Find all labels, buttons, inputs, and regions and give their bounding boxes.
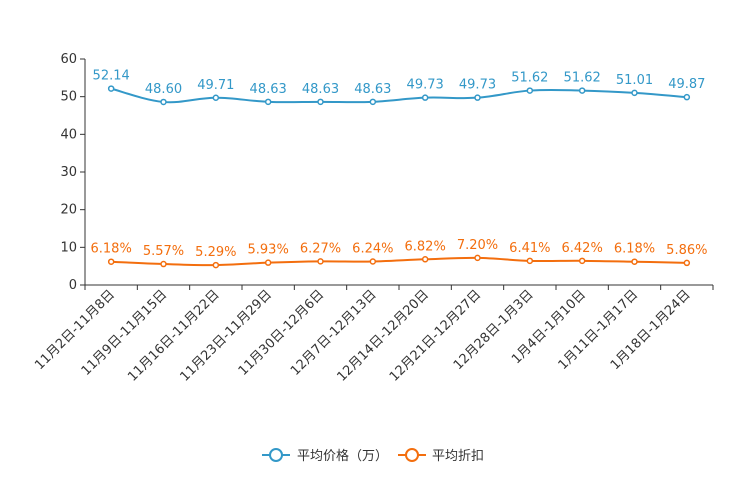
y-tick-label: 50 [60,90,77,105]
data-point[interactable] [421,256,429,263]
y-tick-label: 10 [60,240,77,255]
data-label: 5.29% [195,245,236,260]
x-tick-label: 11月16日-11月22日 [125,287,222,384]
data-label: 6.82% [405,239,446,254]
data-point[interactable] [631,89,638,97]
data-label: 49.87 [668,77,705,92]
data-point[interactable] [212,261,220,269]
data-label: 7.20% [457,238,498,253]
y-tick-label: 60 [60,52,77,67]
data-point[interactable] [474,94,481,101]
data-label: 48.63 [354,82,391,97]
data-point[interactable] [474,254,481,262]
data-label: 48.63 [250,82,287,97]
y-tick-label: 40 [60,127,77,142]
legend-price-marker [269,448,283,462]
data-point[interactable] [526,87,534,94]
data-label: 6.42% [562,241,603,256]
data-point[interactable] [317,258,324,265]
data-label: 52.14 [93,69,130,84]
x-tick-label: 11月23日-11月29日 [178,287,275,384]
series-line-price [110,87,687,104]
data-label: 6.27% [300,241,341,256]
data-label: 5.93% [248,243,289,258]
y-tick-label: 0 [69,278,77,293]
data-label: 49.73 [459,78,496,93]
data-point[interactable] [264,98,272,106]
data-label: 6.18% [91,242,132,257]
data-label: 51.62 [564,71,601,86]
data-label: 5.57% [143,244,184,259]
data-point[interactable] [264,259,272,266]
legend[interactable]: 平均价格（万） 平均折扣 [262,448,484,464]
data-label: 6.41% [509,241,550,256]
data-point[interactable] [160,260,167,268]
data-point[interactable] [160,98,167,106]
data-label: 51.62 [511,71,548,86]
data-point[interactable] [317,98,324,106]
series-layer: 52.14 48.60 49.71 48.63 48.63 48.63 49.73 49.73… [91,69,707,269]
legend-discount-label: 平均折扣 [432,449,484,464]
data-label: 48.60 [145,82,182,97]
legend-discount-marker [405,448,419,462]
x-axis: 11月2日-11月8日11月9日-11月15日11月16日-11月22日11月2… [32,284,714,385]
y-tick-label: 30 [60,165,77,180]
data-label: 49.73 [407,78,444,93]
data-label: 6.18% [614,242,655,257]
legend-item-price[interactable]: 平均价格（万） [262,448,388,464]
y-axis: 0 10 20 30 40 50 60 [60,52,86,293]
series-discount: 6.18% 5.57% 5.29% 5.93% 6.27% 6.24% 6.82% 7.20%… [91,238,707,269]
data-label: 5.86% [666,243,707,258]
legend-price-label: 平均价格（万） [297,448,388,464]
data-label: 6.24% [352,241,393,256]
data-label: 49.71 [197,78,234,93]
data-point[interactable] [578,87,586,94]
data-point[interactable] [369,258,377,265]
data-point[interactable] [107,85,115,92]
data-point[interactable] [683,259,691,267]
data-point[interactable] [578,257,586,265]
data-point[interactable] [526,257,534,265]
data-label: 48.63 [302,82,339,97]
data-point[interactable] [107,258,115,265]
y-tick-label: 20 [60,203,77,218]
series-line-discount [111,256,687,267]
data-point[interactable] [421,94,429,101]
x-tick-label: 12月21日-12月27日 [387,287,484,384]
data-point[interactable] [212,94,220,102]
legend-item-discount[interactable]: 平均折扣 [398,448,484,464]
data-point[interactable] [631,258,638,265]
data-point[interactable] [683,93,691,101]
data-label: 51.01 [616,73,653,88]
data-point[interactable] [369,98,377,106]
x-tick-label: 12月14日-12月20日 [335,287,432,384]
series-price: 52.14 48.60 49.71 48.63 48.63 48.63 49.73 49.73… [93,69,705,106]
